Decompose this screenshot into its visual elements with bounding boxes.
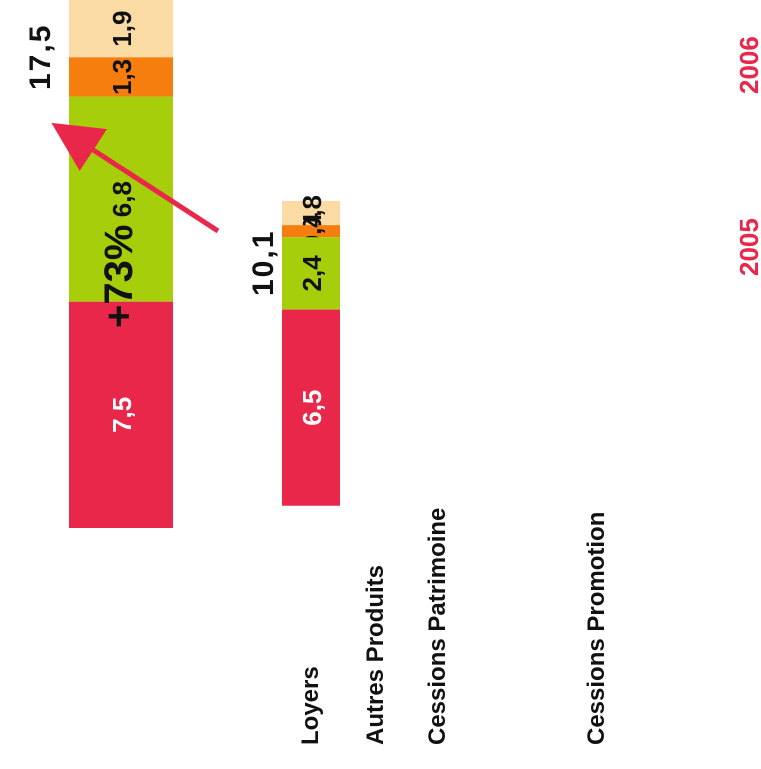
bar-group-2005: 0,80,42,46,5 bbox=[282, 195, 340, 506]
value-label-2005-3: 2,4 bbox=[297, 255, 327, 292]
legend: Loyers Autres Produits Cessions Patrimoi… bbox=[297, 508, 610, 745]
bar-segment-2005-3 bbox=[282, 237, 340, 310]
value-label-2006-4: 7,5 bbox=[107, 397, 137, 433]
value-label-2006-2: 1,3 bbox=[107, 59, 137, 95]
bar-segment-2005-4 bbox=[282, 309, 340, 506]
bar-segment-2006-2 bbox=[69, 57, 173, 97]
value-label-2005-1: 0,8 bbox=[297, 195, 327, 231]
bar-segment-2006-4 bbox=[69, 301, 173, 528]
total-label-2005: 10,1 bbox=[247, 230, 280, 296]
category-label-2005: 2005 bbox=[734, 218, 761, 276]
total-label-2006: 17,5 bbox=[24, 24, 57, 90]
legend-label-autres-produits: Autres Produits bbox=[362, 565, 389, 745]
growth-arrow bbox=[51, 122, 220, 234]
legend-label-cessions-patrimoine: Cessions Patrimoine bbox=[424, 508, 451, 745]
legend-label-loyers: Loyers bbox=[297, 666, 324, 745]
value-label-2006-3: 6,8 bbox=[107, 181, 137, 217]
category-label-2006: 2006 bbox=[734, 36, 761, 94]
bar-segment-2006-1 bbox=[69, 0, 173, 58]
value-label-2005-4: 6,5 bbox=[297, 390, 327, 426]
bar-segment-2005-2 bbox=[282, 225, 340, 238]
value-label-2006-1: 1,9 bbox=[107, 11, 137, 47]
legend-label-cessions-promotion: Cessions Promotion bbox=[583, 512, 610, 745]
growth-annotation: +73% bbox=[97, 225, 141, 328]
bar-segment-2005-1 bbox=[282, 201, 340, 226]
